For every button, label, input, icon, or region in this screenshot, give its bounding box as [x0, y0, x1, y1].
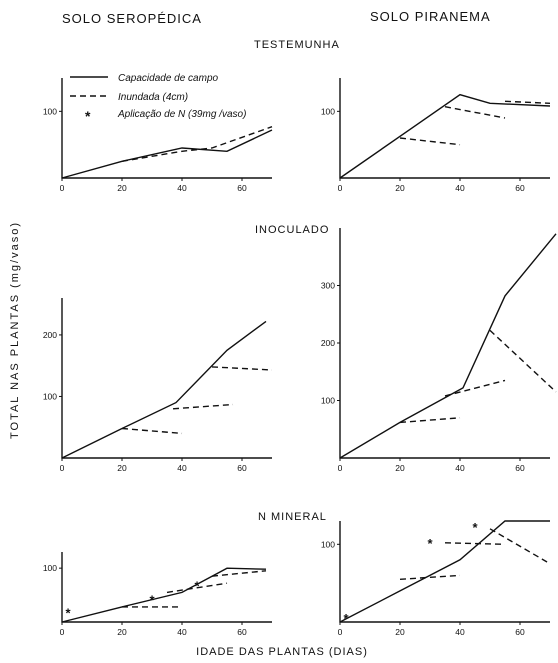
x-tick-label: 40: [177, 627, 187, 637]
y-tick-label: 100: [321, 539, 335, 549]
axis-lines: [339, 228, 550, 459]
series-line-capacidade: [61, 320, 267, 459]
x-tick-label: 60: [237, 463, 247, 473]
x-tick-label: 60: [237, 627, 247, 637]
legend-solid-label: Capacidade de campo: [118, 73, 219, 84]
x-tick-label: 0: [60, 183, 65, 193]
series-line-inundada: [211, 570, 267, 577]
panel-solo-seropedica-inoculado: 0 20 40 60 100 200: [43, 298, 273, 473]
series-line-inundada: [121, 427, 183, 435]
x-tick-label: 60: [515, 463, 525, 473]
n-application-marker: *: [343, 611, 349, 626]
panel-solo-seropedica-testemunha: 0 20 40 60 100: [43, 78, 273, 193]
axis-lines: [61, 298, 272, 459]
x-axis-label: IDADE DAS PLANTAS (DIAS): [196, 646, 368, 658]
series-line-inundada: [121, 126, 273, 162]
x-tick-label: 0: [60, 627, 65, 637]
header-left: SOLO SEROPÉDICA: [62, 11, 202, 26]
series-line-inundada: [399, 137, 461, 146]
x-tick-label: 20: [117, 463, 127, 473]
n-application-marker: *: [149, 592, 155, 607]
x-tick-label: 0: [60, 463, 65, 473]
series-line-inundada: [504, 100, 551, 104]
series-line-inundada: [166, 582, 228, 594]
x-tick-label: 20: [117, 183, 127, 193]
section-title-testemunha: TESTEMUNHA: [254, 39, 340, 51]
x-tick-label: 40: [455, 627, 465, 637]
series-line-capacidade: [339, 93, 551, 179]
x-tick-label: 40: [177, 463, 187, 473]
y-tick-label: 100: [43, 391, 57, 401]
x-tick-label: 20: [395, 463, 405, 473]
series-line-capacidade: [339, 233, 557, 459]
panel-solo-piranema-n-mineral: 0 20 40 60 100 * * *: [321, 520, 551, 637]
n-application-marker: *: [472, 520, 478, 535]
series-line-inundada: [444, 542, 506, 545]
series-line-capacidade: [61, 567, 267, 623]
x-tick-label: 40: [177, 183, 187, 193]
header-right: SOLO PIRANEMA: [370, 9, 491, 24]
series-line-inundada: [489, 528, 551, 565]
series-line-inundada: [444, 379, 506, 397]
y-tick-label: 100: [321, 396, 335, 406]
y-tick-label: 200: [43, 330, 57, 340]
series-line-inundada: [399, 574, 461, 580]
y-tick-label: 100: [43, 106, 57, 116]
n-application-marker: *: [427, 536, 433, 551]
x-tick-label: 0: [338, 183, 343, 193]
y-tick-label: 100: [321, 106, 335, 116]
x-tick-label: 60: [515, 627, 525, 637]
section-title-n-mineral: N MINERAL: [258, 511, 327, 523]
x-tick-label: 20: [117, 627, 127, 637]
series-line-inundada: [172, 403, 234, 410]
x-tick-label: 0: [338, 463, 343, 473]
x-tick-label: 40: [455, 183, 465, 193]
x-tick-label: 60: [515, 183, 525, 193]
n-application-marker: *: [194, 578, 200, 593]
x-tick-label: 20: [395, 183, 405, 193]
axis-lines: [339, 521, 550, 623]
series-line-inundada: [211, 366, 273, 371]
legend-star-label: Aplicação de N (39mg /vaso): [117, 109, 246, 120]
y-tick-label: 300: [321, 281, 335, 291]
panel-solo-piranema-testemunha: 0 20 40 60 100: [321, 78, 551, 193]
x-tick-label: 0: [338, 627, 343, 637]
y-tick-label: 200: [321, 338, 335, 348]
y-axis-label: TOTAL NAS PLANTAS (mg/vaso): [9, 221, 21, 439]
x-tick-label: 40: [455, 463, 465, 473]
legend-star-symbol: *: [85, 108, 91, 124]
legend: Capacidade de campo Inundada (4cm) * Apl…: [70, 73, 246, 124]
panel-solo-piranema-inoculado: 0 20 40 60 100 200 300: [321, 228, 557, 473]
series-line-inundada: [444, 106, 506, 119]
y-tick-label: 100: [43, 563, 57, 573]
panel-solo-seropedica-n-mineral: 0 20 40 60 100 * * *: [43, 552, 272, 637]
series-line-inundada: [399, 417, 461, 424]
x-tick-label: 20: [395, 627, 405, 637]
x-tick-label: 60: [237, 183, 247, 193]
series-line-capacidade: [339, 520, 550, 623]
series-line-capacidade: [61, 129, 273, 179]
series-line-inundada: [489, 329, 557, 393]
n-application-marker: *: [65, 605, 71, 620]
section-title-inoculado: INOCULADO: [255, 224, 329, 236]
axis-lines: [61, 552, 272, 623]
legend-dashed-label: Inundada (4cm): [118, 92, 188, 103]
axis-lines: [339, 78, 550, 179]
